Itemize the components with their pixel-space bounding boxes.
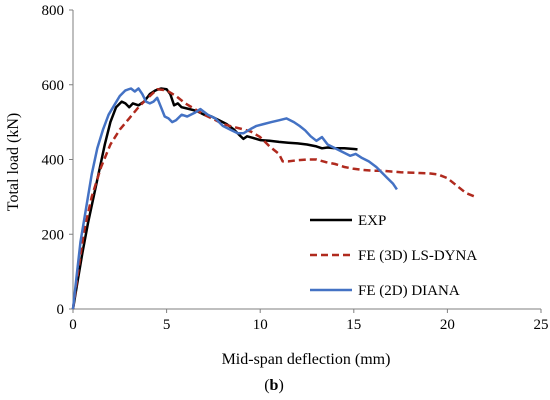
x-tick-label: 0 xyxy=(69,317,77,333)
x-tick-label: 5 xyxy=(163,317,171,333)
caption-letter: b xyxy=(270,377,279,394)
legend-label-3: FE (2D) DIANA xyxy=(358,283,460,299)
x-tick-label: 10 xyxy=(253,317,268,333)
legend-label-1: EXP xyxy=(358,213,386,229)
y-tick-label: 600 xyxy=(42,78,65,94)
legend-label-2: FE (3D) LS-DYNA xyxy=(358,248,477,264)
y-tick-label: 0 xyxy=(57,302,65,318)
y-axis-ticks: 0 200 400 600 800 xyxy=(42,3,73,318)
x-tick-label: 20 xyxy=(440,317,455,333)
chart-legend: EXP FE (3D) LS-DYNA FE (2D) DIANA xyxy=(310,213,477,299)
figure-caption: (b) xyxy=(264,377,284,394)
x-axis-title: Mid-span deflection (mm) xyxy=(222,351,391,368)
series-line-1 xyxy=(71,87,358,310)
y-axis-title: Total load (kN) xyxy=(5,113,22,211)
series-layer xyxy=(71,87,476,310)
x-axis-ticks: 0 5 10 15 20 25 xyxy=(69,309,549,333)
y-tick-label: 800 xyxy=(42,3,65,19)
y-tick-label: 200 xyxy=(42,227,65,243)
series-line-3 xyxy=(71,87,398,310)
caption-open-paren: ( xyxy=(264,377,269,394)
series-line-2 xyxy=(71,87,476,310)
x-tick-label: 15 xyxy=(346,317,361,333)
caption-close-paren: ) xyxy=(278,377,283,394)
x-tick-label: 25 xyxy=(534,317,549,333)
y-tick-label: 400 xyxy=(42,153,65,169)
chart-axes xyxy=(72,10,541,310)
